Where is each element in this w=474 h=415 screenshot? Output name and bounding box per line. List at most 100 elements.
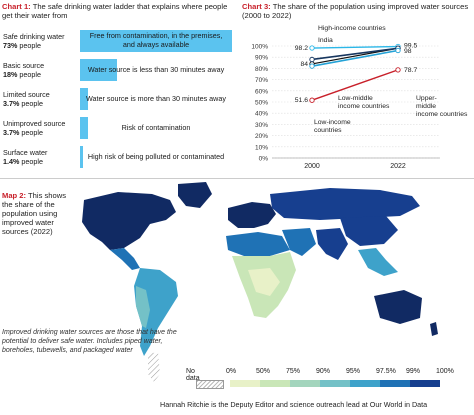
legend-nodata-label: No data	[186, 368, 200, 382]
series-point	[309, 45, 315, 51]
legend-tick-label: 95%	[346, 368, 361, 375]
data-label: 78.7	[404, 67, 417, 74]
map-region-greenland	[178, 182, 212, 208]
world-map	[82, 182, 438, 382]
map-title-text: This shows the share of the population u…	[2, 191, 67, 237]
series-point	[309, 56, 315, 63]
ladder-row-label: Surface water 1.4% people	[3, 148, 77, 166]
series-name-line: middle	[416, 103, 436, 110]
map-title-lead: Map 2:	[2, 191, 27, 200]
map-region-north-africa	[226, 232, 290, 256]
legend-tick-label: 97.5%	[376, 368, 396, 375]
y-tick-label: 70%	[255, 77, 268, 84]
legend-swatch	[350, 380, 380, 387]
map-title: Map 2: This shows the share of the popul…	[2, 191, 78, 237]
series-line	[311, 69, 399, 101]
ladder-row-bar	[80, 117, 88, 139]
data-label: 98	[404, 48, 412, 55]
map-region-east-asia	[340, 216, 398, 246]
ladder-row-percent: 3.7%	[3, 128, 20, 137]
chart1-panel: Chart 1: The safe drinking water ladder …	[0, 0, 236, 176]
y-tick-label: 90%	[255, 55, 268, 62]
ladder-row: Unimproved source 3.7% people Risk of cont…	[0, 117, 236, 141]
series-name-line: income countries	[338, 103, 390, 110]
legend-swatch	[290, 380, 320, 387]
map-region-no-data	[148, 352, 160, 382]
series-point	[309, 97, 315, 103]
y-tick-label: 10%	[255, 144, 268, 151]
map-region-new-zealand	[430, 322, 438, 336]
chart1-title: Chart 1: The safe drinking water ladder …	[2, 2, 234, 20]
chart3-panel: Chart 3: The share of the population usi…	[240, 0, 474, 178]
map-panel: Map 2: This shows the share of the popul…	[0, 178, 474, 398]
chart1-title-lead: Chart 1:	[2, 2, 31, 11]
ladder-row-percent: 1.4%	[3, 157, 20, 166]
y-tick-label: 30%	[255, 122, 268, 129]
ladder-row-label: Safe drinking water 73% people	[3, 32, 77, 50]
ladder-row-description: Water source is more than 30 minutes awa…	[86, 93, 226, 103]
legend-tick-label: 90%	[316, 368, 331, 375]
ladder-row-name: Limited source	[3, 90, 50, 99]
legend-swatch	[380, 380, 410, 387]
ladder-row: Surface water 1.4% people High risk of bei…	[0, 146, 236, 170]
legend-swatch	[260, 380, 290, 387]
series-name-line: Low-income	[314, 119, 351, 126]
data-label: 51.6	[295, 97, 308, 104]
chart3-title: Chart 3: The share of the population usi…	[242, 2, 470, 20]
series-name-label: Low-middle income countries	[338, 95, 390, 110]
map-region-southeast-asia	[358, 248, 398, 276]
footer-byline: Hannah Ritchie is the Deputy Editor and …	[160, 400, 428, 409]
section-divider	[0, 178, 474, 179]
ladder-row-description: Free from contamination, in the premises…	[89, 31, 223, 49]
chart3-title-lead: Chart 3:	[242, 2, 271, 11]
series-name-line: Low-middle	[338, 95, 373, 102]
y-tick-label: 60%	[255, 88, 268, 95]
series-name-line: income countries	[416, 111, 468, 118]
legend-swatch	[320, 380, 350, 387]
ladder-row-description: Risk of contamination	[121, 122, 191, 132]
map-region-north-america	[82, 192, 176, 250]
ladder-row-percent: 3.7%	[3, 99, 20, 108]
ladder-row-label: Unimproved source 3.7% people	[3, 119, 77, 137]
ladder-row-bar	[80, 146, 83, 168]
series-line	[311, 49, 399, 67]
map-region-europe	[228, 202, 276, 228]
map-region-russia	[270, 188, 420, 220]
ladder-row-name: Safe drinking water	[3, 32, 65, 41]
chart3-svg: 0% 10% 20% 30% 40% 50% 60% 70% 80% 90% 100% 2000 202…	[251, 25, 468, 170]
x-tick-label: 2022	[390, 163, 406, 170]
series-name-label: High-income countries	[318, 25, 386, 32]
series-name-line: High-income countries	[318, 25, 386, 32]
y-tick-label: 100%	[251, 44, 268, 51]
series-name-line: countries	[314, 127, 342, 134]
series-line	[311, 45, 399, 49]
ladder-row-label: Limited source 3.7% people	[3, 90, 77, 108]
ladder-row-percent: 18%	[3, 70, 18, 79]
legend-swatch	[230, 380, 260, 387]
series-point	[395, 67, 401, 73]
map-region-australia	[374, 290, 422, 324]
ladder-row-label: Basic source 18% people	[3, 61, 77, 79]
ladder-row-bar	[80, 88, 88, 110]
data-label: 84	[300, 61, 308, 68]
series-point	[395, 47, 401, 54]
legend-tick-label: 99%	[406, 368, 421, 375]
ladder-row: Safe drinking water 73% people Free from c…	[0, 30, 236, 54]
ladder-row-suffix: people	[19, 128, 43, 137]
ladder-row-description: High risk of being polluted or contamina…	[87, 151, 225, 161]
series-name-label: Low-income countries	[314, 119, 351, 134]
chart3-title-text: The share of the population using improv…	[242, 2, 469, 21]
map-region-central-america	[110, 248, 140, 270]
ladder-row-description: Water source is less than 30 minutes awa…	[87, 64, 225, 74]
series-name-label: Upper-middle income countries	[416, 95, 468, 118]
ladder-row-name: Basic source	[3, 61, 45, 70]
series-name-line: Upper-	[416, 95, 437, 102]
x-tick-label: 2000	[304, 163, 320, 170]
legend-tick-label: 75%	[286, 368, 301, 375]
series-name-line: India	[318, 37, 333, 44]
ladder-row-name: Surface water	[3, 148, 48, 157]
data-label: 98.2	[295, 45, 308, 52]
ladder-row-suffix: people	[17, 41, 41, 50]
map-region-central-africa	[248, 268, 280, 296]
ladder-row-suffix: people	[17, 70, 41, 79]
